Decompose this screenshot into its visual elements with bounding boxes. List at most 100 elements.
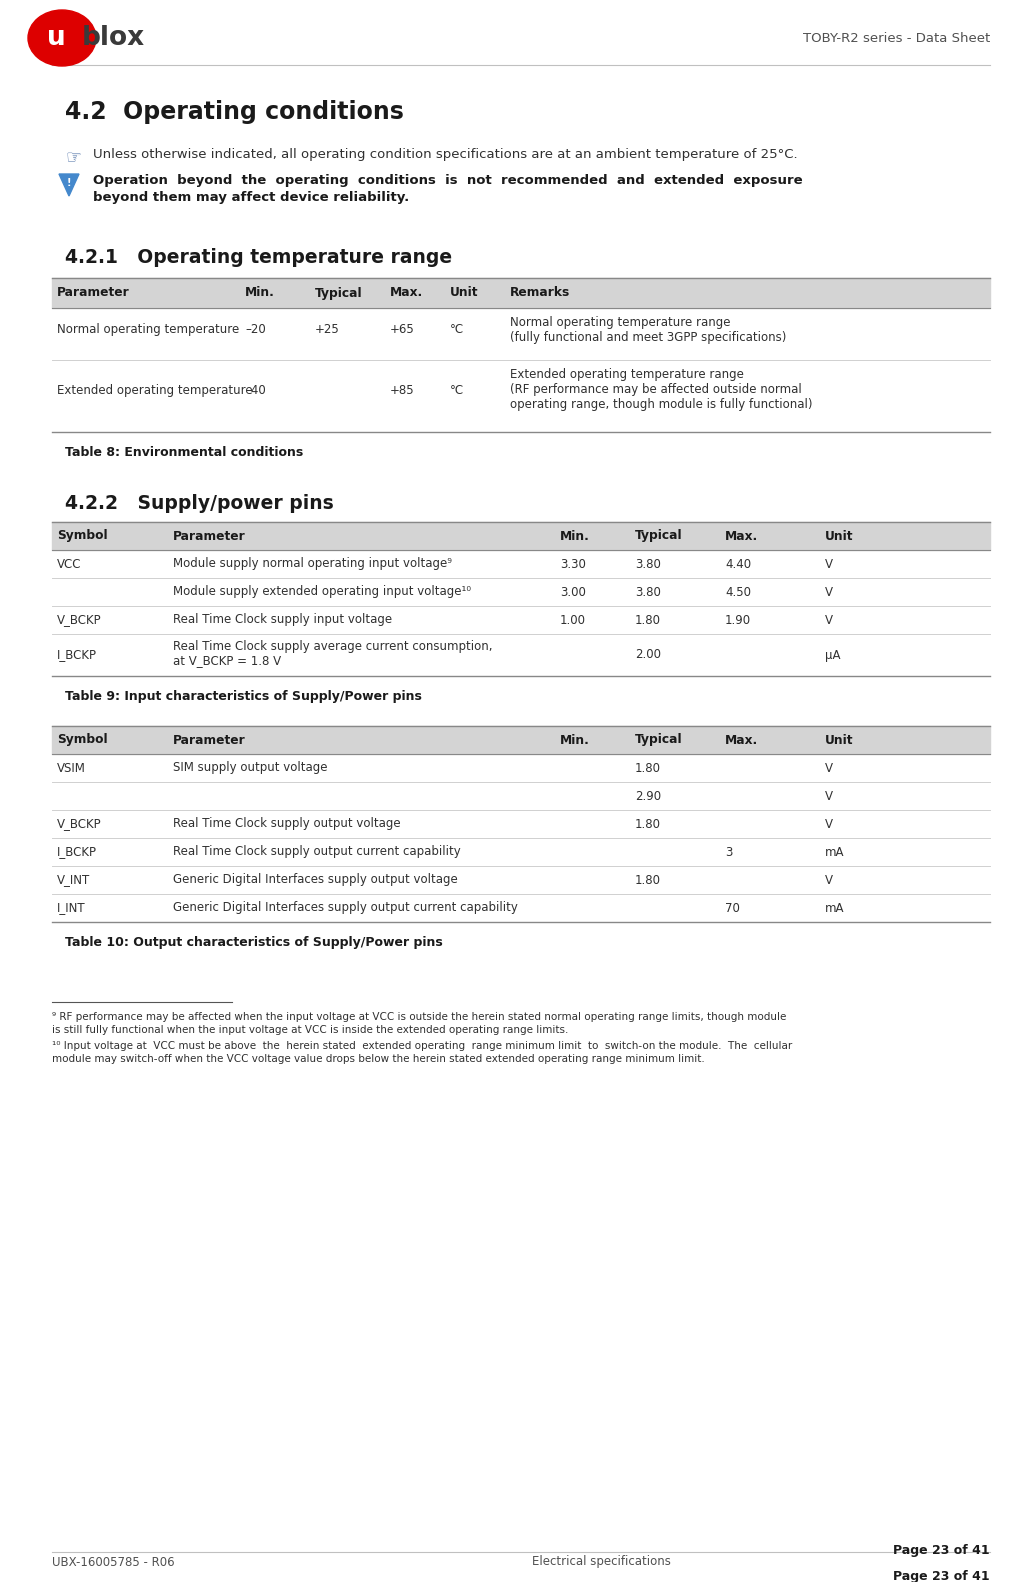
Bar bbox=[52, 278, 990, 308]
Text: Symbol: Symbol bbox=[57, 734, 107, 747]
Text: Table 9: Input characteristics of Supply/Power pins: Table 9: Input characteristics of Supply… bbox=[65, 690, 421, 702]
Text: is still fully functional when the input voltage at VCC is inside the extended o: is still fully functional when the input… bbox=[52, 1025, 568, 1035]
Text: 4.2.2   Supply/power pins: 4.2.2 Supply/power pins bbox=[65, 494, 334, 513]
Text: Module supply extended operating input voltage¹⁰: Module supply extended operating input v… bbox=[173, 585, 471, 598]
Text: at V_BCKP = 1.8 V: at V_BCKP = 1.8 V bbox=[173, 653, 281, 668]
Text: Page 23 of 41: Page 23 of 41 bbox=[894, 1569, 990, 1582]
Text: Max.: Max. bbox=[725, 734, 758, 747]
Text: 3.30: 3.30 bbox=[560, 557, 586, 571]
Text: operating range, though module is fully functional): operating range, though module is fully … bbox=[510, 399, 813, 411]
Text: beyond them may affect device reliability.: beyond them may affect device reliabilit… bbox=[93, 191, 409, 204]
Text: I_BCKP: I_BCKP bbox=[57, 649, 97, 661]
Text: mA: mA bbox=[825, 845, 845, 859]
Text: blox: blox bbox=[82, 25, 145, 51]
Text: ☞: ☞ bbox=[65, 149, 82, 166]
Text: Generic Digital Interfaces supply output voltage: Generic Digital Interfaces supply output… bbox=[173, 873, 458, 886]
Text: 4.50: 4.50 bbox=[725, 585, 751, 598]
Text: °C: °C bbox=[450, 384, 464, 397]
Text: Generic Digital Interfaces supply output current capability: Generic Digital Interfaces supply output… bbox=[173, 902, 518, 914]
Text: °C: °C bbox=[450, 323, 464, 337]
Text: Unit: Unit bbox=[450, 286, 478, 299]
Text: module may switch-off when the VCC voltage value drops below the herein stated e: module may switch-off when the VCC volta… bbox=[52, 1054, 705, 1065]
Text: (RF performance may be affected outside normal: (RF performance may be affected outside … bbox=[510, 383, 802, 396]
Text: +25: +25 bbox=[315, 323, 340, 337]
Bar bbox=[52, 522, 990, 551]
Text: VSIM: VSIM bbox=[57, 761, 86, 775]
Text: Normal operating temperature: Normal operating temperature bbox=[57, 323, 240, 337]
Text: Module supply normal operating input voltage⁹: Module supply normal operating input vol… bbox=[173, 557, 452, 571]
Text: 70: 70 bbox=[725, 902, 740, 914]
Text: V: V bbox=[825, 818, 833, 831]
Text: Min.: Min. bbox=[560, 530, 590, 543]
Text: Table 10: Output characteristics of Supply/Power pins: Table 10: Output characteristics of Supp… bbox=[65, 937, 443, 949]
Text: 2.00: 2.00 bbox=[635, 649, 661, 661]
Text: Electrical specifications: Electrical specifications bbox=[532, 1555, 671, 1568]
Text: SIM supply output voltage: SIM supply output voltage bbox=[173, 761, 327, 775]
Text: 3.00: 3.00 bbox=[560, 585, 586, 598]
Text: Normal operating temperature range: Normal operating temperature range bbox=[510, 316, 730, 329]
Text: Extended operating temperature range: Extended operating temperature range bbox=[510, 369, 744, 381]
Text: –40: –40 bbox=[245, 384, 265, 397]
Text: I_BCKP: I_BCKP bbox=[57, 845, 97, 859]
Text: 4.2.1   Operating temperature range: 4.2.1 Operating temperature range bbox=[65, 248, 452, 267]
Text: Min.: Min. bbox=[245, 286, 275, 299]
Ellipse shape bbox=[28, 9, 96, 66]
Text: Unit: Unit bbox=[825, 530, 853, 543]
Text: ¹⁰ Input voltage at  VCC must be above  the  herein stated  extended operating  : ¹⁰ Input voltage at VCC must be above th… bbox=[52, 1041, 792, 1050]
Text: VCC: VCC bbox=[57, 557, 82, 571]
Text: Parameter: Parameter bbox=[57, 286, 130, 299]
Text: 1.00: 1.00 bbox=[560, 614, 586, 626]
Text: Page 23 of 41: Page 23 of 41 bbox=[894, 1544, 990, 1557]
Text: Min.: Min. bbox=[560, 734, 590, 747]
Text: 4.2  Operating conditions: 4.2 Operating conditions bbox=[65, 100, 404, 123]
Text: Remarks: Remarks bbox=[510, 286, 570, 299]
Text: 3: 3 bbox=[725, 845, 732, 859]
Text: 3.80: 3.80 bbox=[635, 585, 661, 598]
Text: u: u bbox=[46, 25, 65, 51]
Text: Max.: Max. bbox=[390, 286, 424, 299]
Text: 4.40: 4.40 bbox=[725, 557, 751, 571]
Text: Typical: Typical bbox=[315, 286, 363, 299]
Text: Unit: Unit bbox=[825, 734, 853, 747]
Text: Real Time Clock supply output current capability: Real Time Clock supply output current ca… bbox=[173, 845, 461, 859]
Text: V: V bbox=[825, 873, 833, 886]
Text: UBX-16005785 - R06: UBX-16005785 - R06 bbox=[52, 1555, 175, 1568]
Text: Symbol: Symbol bbox=[57, 530, 107, 543]
Text: Extended operating temperature: Extended operating temperature bbox=[57, 384, 253, 397]
Text: Real Time Clock supply output voltage: Real Time Clock supply output voltage bbox=[173, 818, 401, 831]
Text: 1.80: 1.80 bbox=[635, 818, 661, 831]
Text: V_INT: V_INT bbox=[57, 873, 90, 886]
Text: ⁹ RF performance may be affected when the input voltage at VCC is outside the he: ⁹ RF performance may be affected when th… bbox=[52, 1012, 786, 1022]
Text: Table 8: Environmental conditions: Table 8: Environmental conditions bbox=[65, 446, 304, 459]
Text: 2.90: 2.90 bbox=[635, 789, 661, 802]
Text: I_INT: I_INT bbox=[57, 902, 86, 914]
Text: 1.90: 1.90 bbox=[725, 614, 751, 626]
Text: !: ! bbox=[67, 179, 71, 188]
Text: Operation  beyond  the  operating  conditions  is  not  recommended  and  extend: Operation beyond the operating condition… bbox=[93, 174, 803, 187]
Text: 1.80: 1.80 bbox=[635, 614, 661, 626]
Text: 1.80: 1.80 bbox=[635, 873, 661, 886]
Text: Real Time Clock supply average current consumption,: Real Time Clock supply average current c… bbox=[173, 641, 493, 653]
Text: TOBY-R2 series - Data Sheet: TOBY-R2 series - Data Sheet bbox=[803, 32, 990, 44]
Text: +85: +85 bbox=[390, 384, 414, 397]
Text: V: V bbox=[825, 789, 833, 802]
Text: –20: –20 bbox=[245, 323, 265, 337]
Text: (fully functional and meet 3GPP specifications): (fully functional and meet 3GPP specific… bbox=[510, 331, 786, 343]
Text: V: V bbox=[825, 614, 833, 626]
Text: V_BCKP: V_BCKP bbox=[57, 818, 101, 831]
Text: V: V bbox=[825, 557, 833, 571]
Text: 1.80: 1.80 bbox=[635, 761, 661, 775]
Text: Parameter: Parameter bbox=[173, 734, 246, 747]
Text: 3.80: 3.80 bbox=[635, 557, 661, 571]
Text: Unless otherwise indicated, all operating condition specifications are at an amb: Unless otherwise indicated, all operatin… bbox=[93, 149, 797, 161]
Bar bbox=[52, 726, 990, 755]
Text: mA: mA bbox=[825, 902, 845, 914]
Text: V_BCKP: V_BCKP bbox=[57, 614, 101, 626]
Text: Parameter: Parameter bbox=[173, 530, 246, 543]
Text: Typical: Typical bbox=[635, 734, 683, 747]
Text: Typical: Typical bbox=[635, 530, 683, 543]
Polygon shape bbox=[59, 174, 79, 196]
Text: V: V bbox=[825, 761, 833, 775]
Text: Real Time Clock supply input voltage: Real Time Clock supply input voltage bbox=[173, 614, 393, 626]
Text: Max.: Max. bbox=[725, 530, 758, 543]
